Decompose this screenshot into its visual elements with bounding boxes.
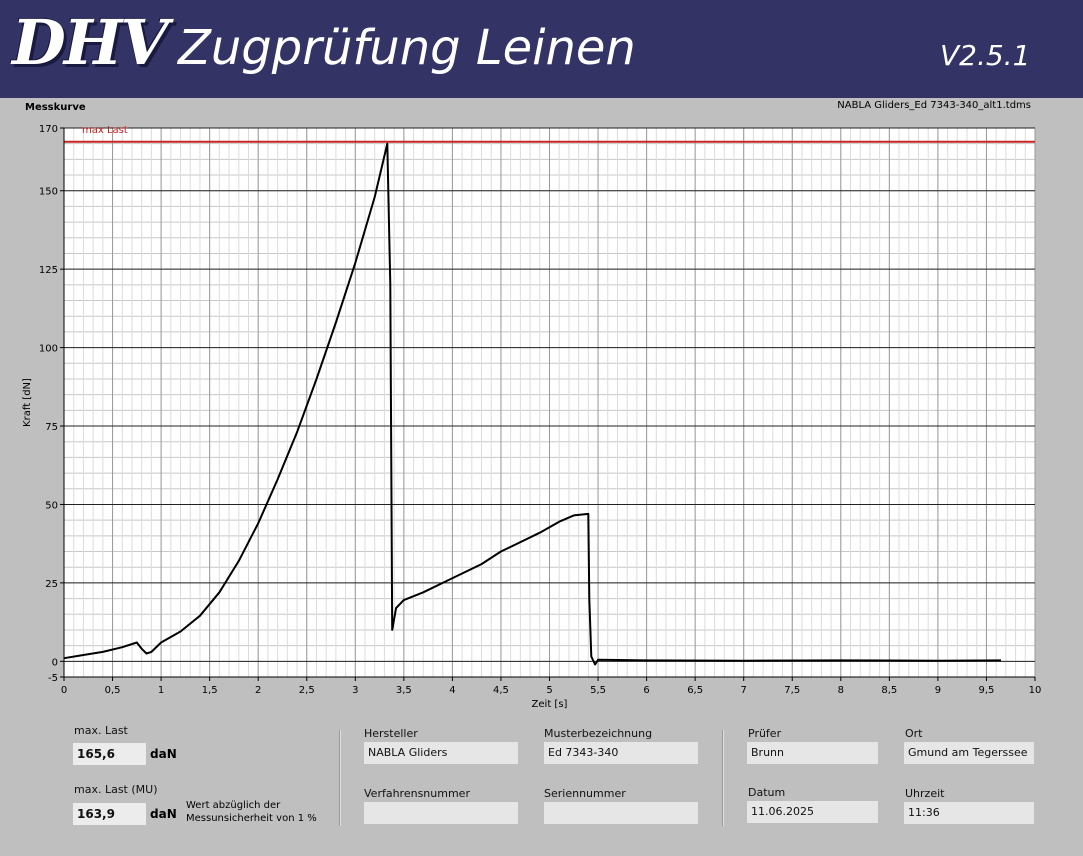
series-line-0 bbox=[63, 142, 1002, 666]
datum-label: Datum bbox=[748, 786, 786, 799]
x-axis-label: Zeit [s] bbox=[532, 699, 568, 710]
x-tick-label: 7,5 bbox=[784, 685, 800, 696]
max-last-mu-value: 163,9 bbox=[73, 803, 146, 825]
verfahrensnummer-label: Verfahrensnummer bbox=[364, 787, 470, 800]
max-last-mu-unit: daN bbox=[150, 807, 177, 821]
x-tick-label: 1 bbox=[158, 685, 164, 696]
y-tick-label: -5 bbox=[48, 673, 58, 684]
max-last-label: max. Last bbox=[74, 724, 128, 737]
y-tick-label: 75 bbox=[45, 422, 58, 433]
x-tick-label: 3,5 bbox=[396, 685, 412, 696]
x-tick-label: 4,5 bbox=[493, 685, 509, 696]
y-tick-label: 50 bbox=[45, 500, 58, 511]
x-tick-label: 1,5 bbox=[202, 685, 218, 696]
x-tick-label: 2 bbox=[255, 685, 261, 696]
seriennummer-label: Seriennummer bbox=[544, 787, 626, 800]
separator-1 bbox=[339, 730, 341, 826]
y-tick-label: 0 bbox=[52, 657, 58, 668]
x-tick-label: 5 bbox=[546, 685, 552, 696]
datum-field[interactable]: 11.06.2025 bbox=[747, 801, 878, 823]
app-header: DHV Zugprüfung Leinen V2.5.1 bbox=[0, 0, 1083, 98]
uncertainty-note: Wert abzüglich der Messunsicherheit von … bbox=[186, 799, 317, 825]
x-tick-label: 8,5 bbox=[881, 685, 897, 696]
y-tick-label: 125 bbox=[39, 265, 58, 276]
x-tick-label: 0,5 bbox=[105, 685, 121, 696]
pruefer-label: Prüfer bbox=[748, 727, 782, 740]
ort-label: Ort bbox=[905, 727, 923, 740]
app-version: V2.5.1 bbox=[940, 39, 1031, 72]
hersteller-field[interactable]: NABLA Gliders bbox=[364, 742, 518, 764]
force-time-chart[interactable]: max Last 0 0,5 1 1,5 2 2,5 3 3,5 4 4,5 5 5,5 6 6,5 7 7,5… bbox=[0, 115, 1083, 720]
max-last-mu-label: max. Last (MU) bbox=[74, 783, 158, 796]
x-tick-label: 6,5 bbox=[687, 685, 703, 696]
x-tick-label: 8 bbox=[838, 685, 844, 696]
seriennummer-field[interactable] bbox=[544, 802, 698, 824]
dhv-logo: DHV bbox=[12, 6, 168, 79]
x-tick-label: 2,5 bbox=[299, 685, 315, 696]
musterbezeichnung-label: Musterbezeichnung bbox=[544, 727, 653, 740]
x-tick-label: 5,5 bbox=[590, 685, 606, 696]
pruefer-field[interactable]: Brunn bbox=[747, 742, 878, 764]
uncertainty-note-line2: Messunsicherheit von 1 % bbox=[186, 813, 317, 824]
max-last-value: 165,6 bbox=[73, 743, 146, 765]
file-name: NABLA Gliders_Ed 7343-340_alt1.tdms bbox=[837, 100, 1031, 111]
uncertainty-note-line1: Wert abzüglich der bbox=[186, 800, 281, 811]
y-axis-label: Kraft [dN] bbox=[22, 378, 33, 427]
uhrzeit-field[interactable]: 11:36 bbox=[904, 802, 1034, 824]
app-title: Zugprüfung Leinen bbox=[178, 20, 636, 76]
separator-2 bbox=[722, 730, 724, 826]
ort-field[interactable]: Gmund am Tegerssee bbox=[904, 742, 1034, 764]
x-tick-label: 6 bbox=[643, 685, 649, 696]
uhrzeit-label: Uhrzeit bbox=[905, 787, 945, 800]
x-tick-label: 3 bbox=[352, 685, 358, 696]
max-last-line-label: max Last bbox=[82, 125, 128, 136]
chart-label: Messkurve bbox=[25, 102, 86, 113]
verfahrensnummer-field[interactable] bbox=[364, 802, 518, 824]
hersteller-label: Hersteller bbox=[364, 727, 418, 740]
x-tick-label: 0 bbox=[61, 685, 67, 696]
x-tick-label: 9 bbox=[935, 685, 941, 696]
x-tick-label: 9,5 bbox=[978, 685, 994, 696]
max-last-unit: daN bbox=[150, 747, 177, 761]
x-tick-label: 7 bbox=[741, 685, 747, 696]
y-tick-label: 170 bbox=[39, 124, 58, 135]
x-tick-label: 4 bbox=[449, 685, 455, 696]
y-tick-label: 150 bbox=[39, 187, 58, 198]
y-tick-label: 25 bbox=[45, 579, 58, 590]
x-tick-label: 10 bbox=[1029, 685, 1042, 696]
y-tick-label: 100 bbox=[39, 344, 58, 355]
musterbezeichnung-field[interactable]: Ed 7343-340 bbox=[544, 742, 698, 764]
